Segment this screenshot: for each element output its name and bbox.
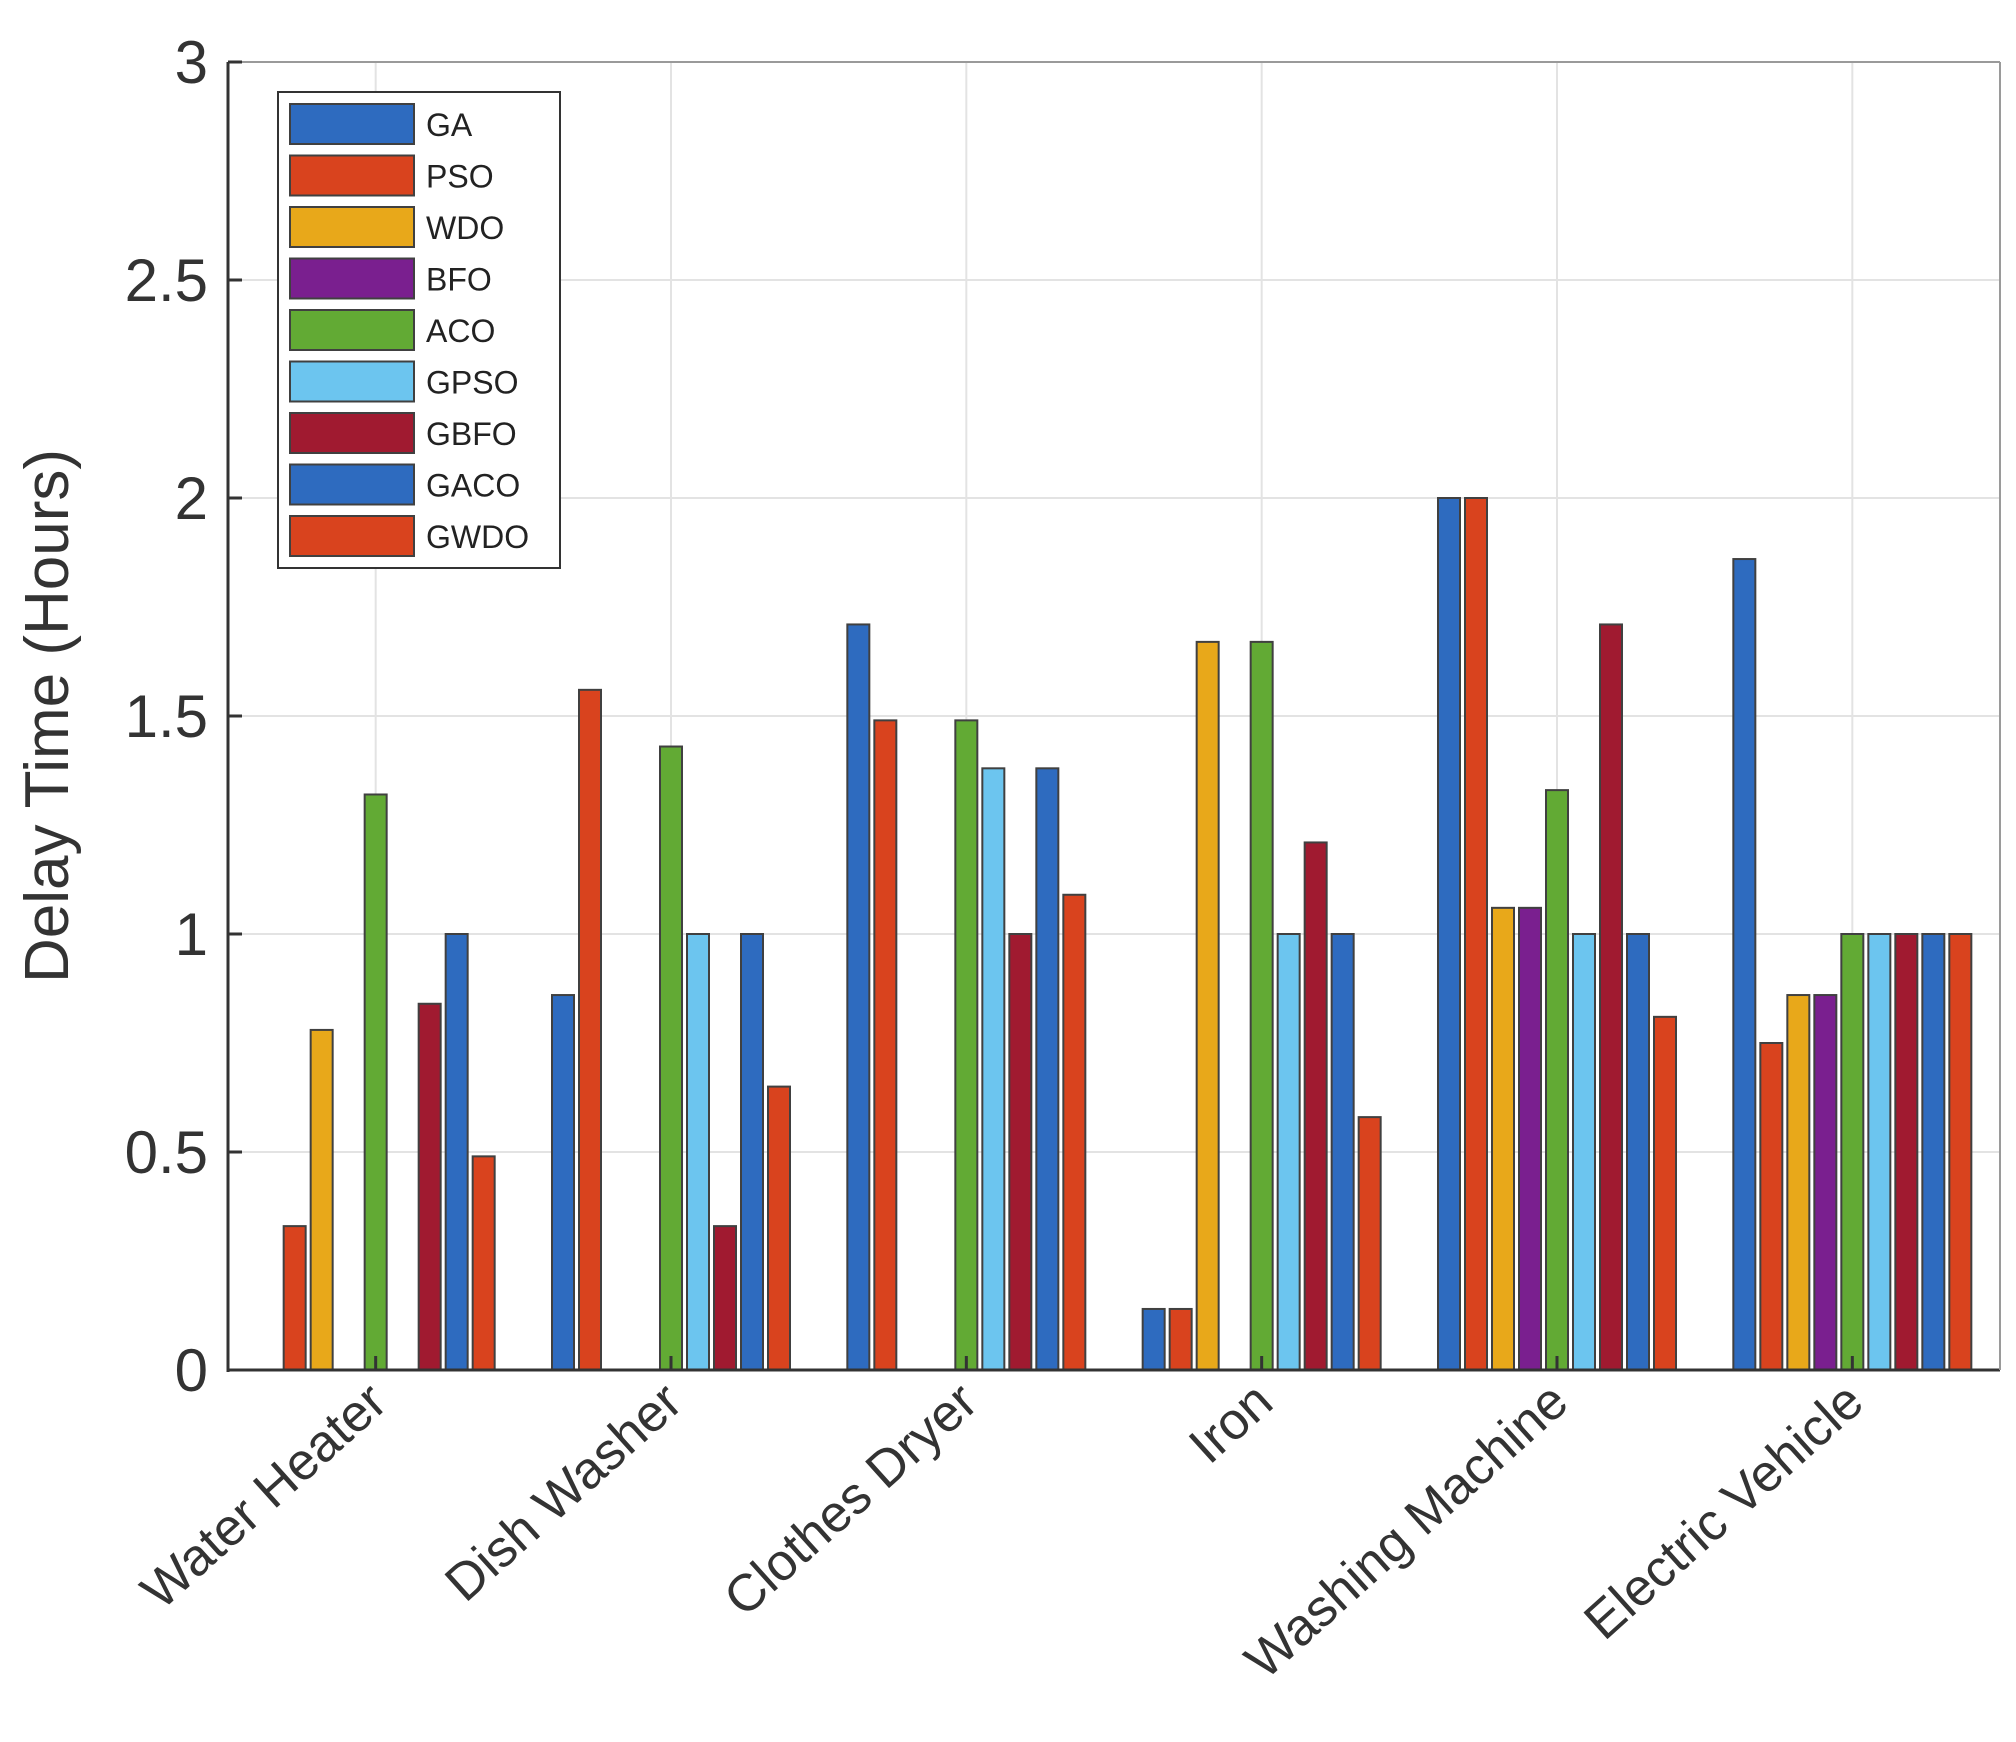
legend-label-pso: PSO (426, 159, 494, 195)
legend-swatch-gbfo (289, 412, 415, 454)
x-category-label-2: Clothes Dryer (713, 1372, 988, 1628)
bar-gpso-3 (1276, 933, 1301, 1371)
y-tick-label-0: 0 (175, 1337, 208, 1404)
bar-ga-1 (551, 994, 575, 1371)
x-category-label-4: Washing Machine (1234, 1372, 1579, 1690)
legend-swatch-ga (289, 103, 415, 145)
bar-wdo-5 (1786, 994, 1811, 1371)
bar-aco-1 (659, 745, 683, 1371)
bar-gwdo-5 (1948, 933, 1973, 1371)
x-category-label-3: Iron (1178, 1372, 1283, 1475)
legend-swatch-wdo (289, 206, 415, 248)
bar-wdo-0 (309, 1028, 334, 1372)
axes (226, 60, 2001, 1372)
legend-swatch-aco (289, 309, 415, 351)
legend: GA PSO WDO BFO ACO GPSO GBFO GACO GWDO (277, 91, 561, 569)
y-tick-label-2: 1 (175, 901, 208, 968)
bar-gbfo-4 (1599, 623, 1623, 1371)
legend-label-gaco: GACO (426, 468, 520, 504)
bar-gaco-1 (740, 933, 764, 1371)
legend-swatch-gaco (289, 463, 415, 506)
bar-gbfo-1 (713, 1225, 737, 1371)
legend-label-gbfo: GBFO (426, 416, 517, 452)
bar-bfo-4 (1518, 906, 1542, 1372)
bar-gbfo-2 (1008, 933, 1033, 1371)
y-tick-label-3: 1.5 (125, 683, 208, 750)
bar-gwdo-4 (1653, 1015, 1677, 1372)
bars (282, 497, 1973, 1372)
bar-wdo-3 (1195, 640, 1220, 1371)
bar-gaco-0 (444, 933, 469, 1371)
legend-swatch-gwdo (289, 515, 415, 557)
x-category-label-0: Water Heater (131, 1372, 398, 1621)
legend-label-gpso: GPSO (426, 365, 518, 401)
bar-aco-4 (1545, 789, 1569, 1371)
bar-gaco-5 (1921, 933, 1946, 1371)
legend-label-wdo: WDO (426, 210, 504, 246)
y-tick-label-4: 2 (175, 465, 208, 532)
bar-ga-4 (1437, 497, 1461, 1371)
bar-gwdo-2 (1062, 893, 1087, 1371)
bar-gpso-5 (1867, 933, 1892, 1371)
bar-gaco-2 (1035, 767, 1060, 1371)
legend-swatch-bfo (289, 257, 415, 300)
legend-label-bfo: BFO (426, 262, 492, 298)
bar-pso-0 (282, 1225, 307, 1371)
y-tick-label-5: 2.5 (125, 247, 208, 314)
bar-gpso-4 (1572, 933, 1596, 1371)
bar-gwdo-0 (471, 1155, 496, 1371)
legend-label-ga: GA (426, 107, 473, 143)
bar-pso-5 (1759, 1042, 1784, 1371)
bar-gaco-4 (1626, 933, 1650, 1371)
bar-pso-3 (1168, 1307, 1193, 1371)
bar-pso-2 (873, 719, 898, 1371)
bar-ga-2 (846, 623, 871, 1371)
bar-ga-5 (1732, 558, 1757, 1371)
x-category-labels: Water Heater Dish Washer Clothes Dryer Iron… (131, 1372, 1875, 1690)
legend-label-gwdo: GWDO (426, 519, 529, 555)
y-axis-title: Delay Time (Hours) (13, 449, 82, 983)
y-tick-labels: 0 0.5 1 1.5 2 2.5 3 (125, 29, 208, 1404)
bar-gwdo-1 (767, 1085, 791, 1371)
bar-gpso-1 (686, 933, 710, 1371)
bar-gbfo-5 (1894, 933, 1919, 1371)
bar-pso-4 (1464, 497, 1488, 1371)
bar-aco-2 (954, 719, 979, 1371)
bar-bfo-5 (1813, 994, 1838, 1371)
x-category-label-5: Electric Vehicle (1574, 1372, 1875, 1651)
bar-aco-3 (1249, 640, 1274, 1371)
bar-gpso-2 (981, 767, 1006, 1371)
legend-swatch-pso (289, 154, 415, 197)
legend-label-aco: ACO (426, 313, 495, 349)
bar-wdo-4 (1491, 906, 1515, 1372)
bar-gwdo-3 (1357, 1116, 1382, 1371)
bar-ga-3 (1141, 1307, 1166, 1371)
y-tick-label-6: 3 (175, 29, 208, 96)
bar-aco-5 (1840, 933, 1865, 1371)
y-tick-label-1: 0.5 (125, 1119, 208, 1186)
bar-gaco-3 (1330, 933, 1355, 1371)
bar-aco-0 (363, 793, 388, 1371)
bar-pso-1 (578, 688, 602, 1371)
bar-gbfo-3 (1303, 841, 1328, 1371)
x-category-label-1: Dish Washer (434, 1372, 693, 1613)
bar-gbfo-0 (417, 1002, 442, 1371)
legend-swatch-gpso (289, 360, 415, 403)
